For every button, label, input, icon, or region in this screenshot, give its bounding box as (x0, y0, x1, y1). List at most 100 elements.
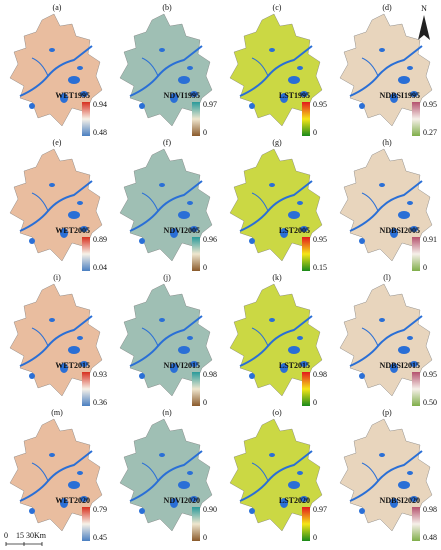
legend-title: NDBSI2005 (380, 226, 420, 235)
panel-label: (d) (382, 3, 392, 12)
legend-max: 0.95 (423, 370, 437, 379)
legend-bar (302, 237, 310, 271)
legend-max: 0.95 (423, 100, 437, 109)
legend-bar (302, 507, 310, 541)
legend-min: 0.48 (423, 533, 437, 542)
panel-label: (p) (382, 408, 392, 417)
scale-label: 15 (16, 531, 24, 540)
legend-max: 0.93 (93, 370, 107, 379)
legend-min: 0 (203, 128, 207, 137)
scale-label: 0 (4, 531, 8, 540)
legend-min: 0.48 (93, 128, 107, 137)
legend-title: NDBSI1995 (380, 91, 420, 100)
legend-min: 0.50 (423, 398, 437, 407)
legend-title: WET2020 (55, 496, 90, 505)
legend-bar (192, 372, 200, 406)
legend-title: LST2015 (279, 361, 310, 370)
legend-title: LST2020 (279, 496, 310, 505)
legend-bar (412, 237, 420, 271)
legend-max: 0.89 (93, 235, 107, 244)
legend-bar (412, 372, 420, 406)
panel-label: (i) (53, 273, 61, 282)
north-label: N (421, 4, 427, 13)
legend-min: 0.04 (93, 263, 107, 272)
legend-title: WET2005 (55, 226, 90, 235)
legend-bar (192, 102, 200, 136)
legend-bar (82, 237, 90, 271)
panel-label: (c) (273, 3, 282, 12)
legend-max: 0.96 (203, 235, 217, 244)
panel-label: (a) (53, 3, 62, 12)
legend-min: 0.36 (93, 398, 107, 407)
legend-min: 0.27 (423, 128, 437, 137)
panel-label: (j) (163, 273, 171, 282)
panel-label: (b) (162, 3, 172, 12)
legend-min: 0 (313, 398, 317, 407)
legend-max: 0.98 (313, 370, 327, 379)
legend-max: 0.95 (313, 235, 327, 244)
legend-max: 0.91 (423, 235, 437, 244)
legend-max: 0.79 (93, 505, 107, 514)
legend-bar (192, 237, 200, 271)
panel-label: (o) (272, 408, 282, 417)
legend-bar (82, 372, 90, 406)
panel-label: (k) (272, 273, 282, 282)
legend-bar (82, 507, 90, 541)
panel-label: (m) (51, 408, 63, 417)
panel-label: (f) (163, 138, 171, 147)
legend-max: 0.90 (203, 505, 217, 514)
legend-max: 0.98 (423, 505, 437, 514)
legend-min: 0 (423, 263, 427, 272)
legend-max: 0.98 (203, 370, 217, 379)
legend-min: 0 (313, 533, 317, 542)
legend-min: 0.15 (313, 263, 327, 272)
legend-bar (82, 102, 90, 136)
legend-min: 0.45 (93, 533, 107, 542)
legend-title: NDVI2020 (164, 496, 200, 505)
scale-bar: 0 15 30Km (4, 531, 47, 546)
panel-label: (h) (382, 138, 392, 147)
legend-title: NDVI2005 (164, 226, 200, 235)
legend-max: 0.94 (93, 100, 107, 109)
legend-title: NDVI2015 (164, 361, 200, 370)
legend-title: WET2015 (55, 361, 90, 370)
legend-bar (412, 507, 420, 541)
panel-label: (e) (53, 138, 62, 147)
legend-min: 0 (203, 533, 207, 542)
scale-label: 30Km (26, 531, 47, 540)
legend-title: NDBSI2015 (380, 361, 420, 370)
north-arrow: N (418, 4, 430, 40)
legend-min: 0 (203, 398, 207, 407)
legend-bar (192, 507, 200, 541)
legend-title: NDBSI2020 (380, 496, 420, 505)
legend-title: LST2005 (279, 226, 310, 235)
legend-max: 0.97 (203, 100, 217, 109)
panel-label: (n) (162, 408, 172, 417)
legend-max: 0.97 (313, 505, 327, 514)
legend-bar (302, 102, 310, 136)
legend-min: 0 (203, 263, 207, 272)
legend-bar (302, 372, 310, 406)
legend-title: LST1995 (279, 91, 310, 100)
legend-title: WET1995 (55, 91, 90, 100)
legend-bar (412, 102, 420, 136)
legend-max: 0.95 (313, 100, 327, 109)
panel-label: (g) (272, 138, 282, 147)
